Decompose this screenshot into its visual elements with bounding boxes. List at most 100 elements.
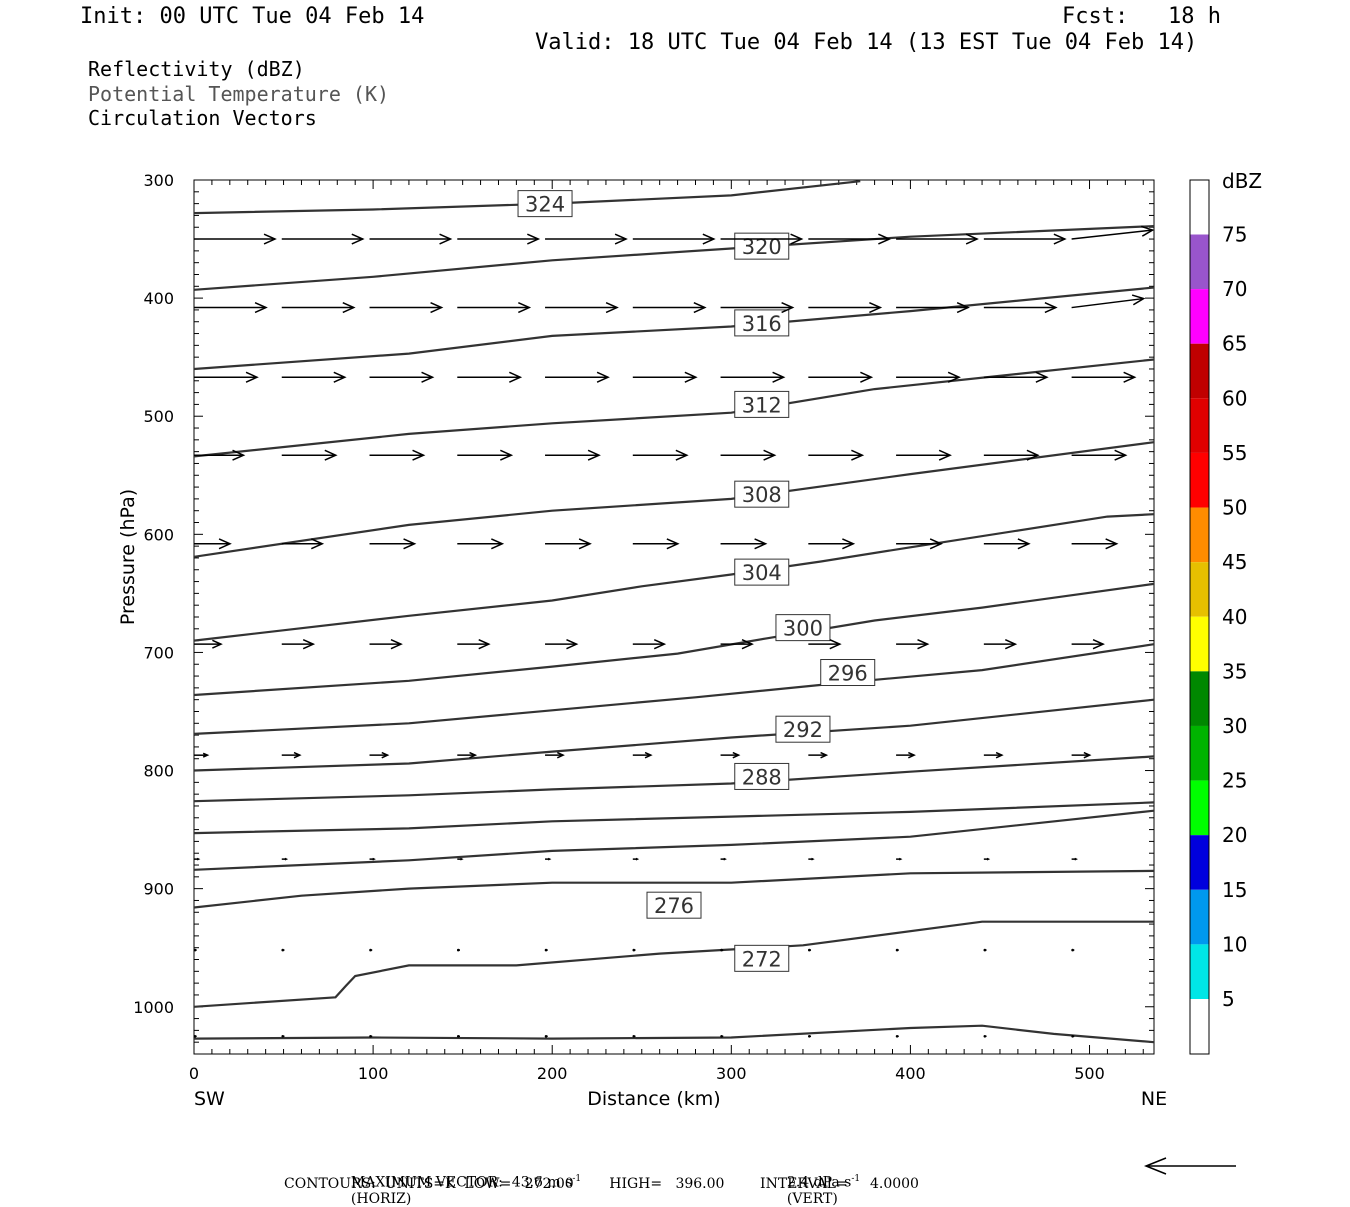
vector-head	[556, 751, 565, 759]
vector-head	[263, 233, 277, 245]
colorbar-label: 20	[1222, 823, 1247, 847]
vector-head	[1123, 371, 1137, 383]
footer-contours: CONTOURS: UNITS=K LOW= 272.00 HIGH= 396.…	[284, 1176, 919, 1192]
theta-contour-280	[194, 809, 1154, 871]
circulation-vector	[720, 638, 754, 650]
circulation-vector	[720, 948, 724, 952]
contour-label-box	[734, 480, 790, 508]
circulation-vector	[281, 449, 338, 461]
circulation-vector	[632, 449, 689, 461]
x-axis-label: Distance (km)	[587, 1088, 720, 1110]
contour-label-324: 324	[525, 193, 565, 217]
contour-label-296: 296	[828, 662, 868, 686]
vector-dot	[369, 948, 372, 952]
y-tick-label: 600	[143, 525, 174, 544]
vector-head	[635, 857, 640, 861]
circulation-vector	[808, 538, 856, 550]
vector-head	[790, 233, 804, 245]
circulation-vector	[281, 948, 285, 952]
vector-head	[478, 638, 491, 650]
vector-head	[372, 857, 376, 861]
vector-head	[430, 301, 444, 314]
vector-head	[1017, 538, 1031, 550]
vector-head	[644, 751, 653, 759]
vector-head	[723, 857, 727, 861]
theta-contour-276	[194, 869, 1154, 909]
plot-frame	[193, 179, 1155, 1055]
reference-vector-arrow	[1143, 1157, 1236, 1175]
colorbar-segment	[1190, 452, 1209, 508]
circulation-vector	[456, 1034, 460, 1038]
field-potential-temperature: Potential Temperature (K)	[88, 82, 390, 106]
circulation-vector	[194, 371, 259, 383]
circulation-vector	[720, 538, 768, 550]
circulation-vector	[456, 948, 460, 952]
vert-label: (VERT)	[786, 1190, 838, 1207]
circulation-vector	[281, 371, 347, 383]
theta-contour-288	[194, 755, 1154, 803]
circulation-vector	[369, 948, 373, 952]
colorbar-label: 45	[1222, 550, 1247, 574]
circulation-vector	[194, 301, 268, 314]
circulation-vector	[808, 449, 865, 461]
circulation-vector	[983, 233, 1067, 245]
x-tick-label: 300	[716, 1064, 747, 1083]
circulation-vector	[281, 857, 289, 861]
y-tick-label: 1000	[133, 998, 174, 1017]
vector-dot	[983, 948, 987, 952]
theta-contour-304	[194, 513, 1154, 642]
circulation-vector	[632, 751, 653, 759]
vector-head	[763, 449, 777, 461]
vector-head	[232, 449, 246, 461]
circulation-vector	[281, 751, 302, 759]
vector-dot	[632, 1034, 636, 1038]
circulation-vector	[720, 371, 786, 383]
vector-head	[351, 233, 365, 245]
circulation-vector	[1071, 948, 1075, 952]
vector-head	[1035, 371, 1049, 383]
circulation-vector	[545, 538, 592, 550]
circulation-vector	[1071, 751, 1092, 759]
vector-head	[566, 638, 579, 650]
circulation-vector	[983, 449, 1040, 461]
circulation-vector	[896, 538, 943, 550]
x-tick-label: 100	[358, 1064, 389, 1083]
circulation-vector	[545, 751, 565, 759]
vector-head	[469, 751, 478, 759]
vector-head	[324, 449, 338, 461]
init-time: Init: 00 UTC Tue 04 Feb 14	[80, 4, 425, 29]
vector-dot	[895, 948, 899, 952]
contour-label-288: 288	[742, 765, 782, 789]
vector-head	[578, 538, 592, 550]
vector-head	[947, 371, 961, 383]
colorbar-segment	[1190, 889, 1209, 945]
vector-head	[518, 301, 532, 314]
vector-head	[851, 449, 865, 461]
vector-head	[1074, 857, 1078, 861]
vector-dot	[720, 1034, 723, 1038]
circulation-vector	[545, 301, 619, 314]
vector-head	[653, 638, 667, 650]
contour-label-box	[734, 558, 790, 586]
vector-head	[390, 638, 403, 650]
vector-dot	[281, 1034, 285, 1038]
vector-dot	[808, 1034, 811, 1038]
vector-head	[995, 751, 1004, 759]
vector-dot	[1071, 948, 1074, 952]
colorbar-segment	[1190, 562, 1209, 617]
vector-head	[702, 233, 716, 245]
circulation-vector	[194, 449, 246, 461]
colorbar-segment	[1190, 671, 1209, 726]
circulation-vector	[896, 301, 970, 314]
circulation-vector	[369, 857, 376, 861]
colorbar-label: 10	[1222, 932, 1247, 956]
contour-label-box	[646, 891, 702, 919]
y-tick-label: 400	[143, 289, 174, 308]
vector-head	[381, 751, 390, 759]
vector-dot	[1153, 1035, 1154, 1038]
y-tick-label: 900	[143, 880, 174, 899]
circulation-vector	[720, 1034, 724, 1038]
field-reflectivity: Reflectivity (dBZ)	[88, 57, 305, 81]
vector-head	[1166, 753, 1172, 758]
vector-head	[956, 301, 970, 314]
